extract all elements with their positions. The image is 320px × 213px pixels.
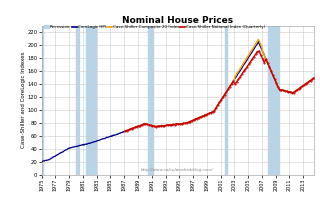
Bar: [76, 26, 79, 175]
Bar: [148, 26, 154, 175]
Bar: [225, 26, 227, 175]
Bar: [268, 26, 279, 175]
Legend: Recession, CoreLogic HPI, Case-Shiller Composite 20 Index, Case-Shiller National: Recession, CoreLogic HPI, Case-Shiller C…: [44, 25, 266, 29]
Y-axis label: Case-Shiller and CoreLogic Indexes: Case-Shiller and CoreLogic Indexes: [21, 52, 26, 148]
Bar: [86, 26, 96, 175]
Title: Nominal House Prices: Nominal House Prices: [122, 16, 233, 25]
Bar: [34, 26, 43, 175]
Bar: [5, 26, 13, 175]
Text: http://www.calculatedriskblog.com/: http://www.calculatedriskblog.com/: [141, 168, 214, 172]
